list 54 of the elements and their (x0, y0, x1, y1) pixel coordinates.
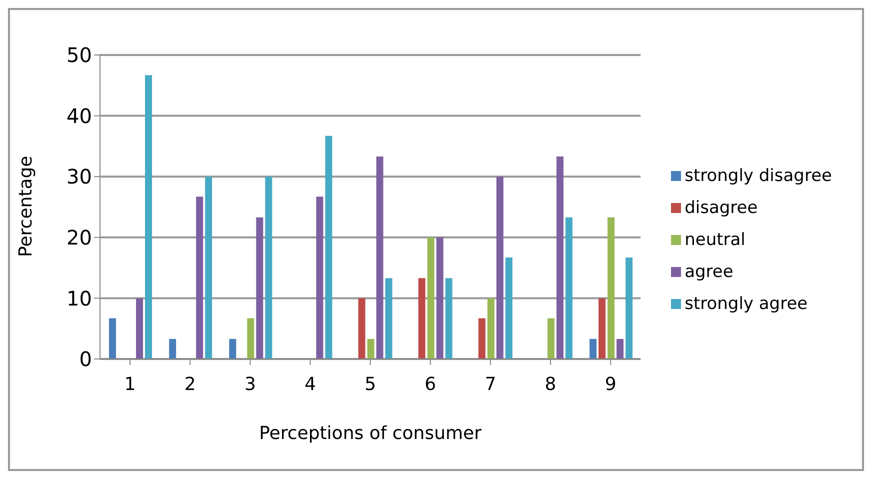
bar (436, 237, 444, 359)
x-tick-label: 7 (484, 374, 496, 395)
bar (547, 318, 554, 359)
legend-label: agree (684, 262, 734, 282)
bar (265, 176, 272, 359)
bar (445, 278, 452, 359)
y-tick-label: 50 (66, 43, 92, 68)
y-tick-label: 40 (66, 104, 92, 128)
y-tick-label: 10 (66, 286, 92, 310)
bar (136, 298, 144, 359)
bar (205, 176, 212, 359)
bar (196, 196, 204, 359)
bar (229, 338, 236, 359)
x-tick-label: 5 (364, 374, 376, 395)
bar (590, 338, 597, 359)
bar (626, 257, 633, 359)
bar (427, 237, 434, 359)
bar (376, 156, 384, 359)
bar (616, 338, 624, 359)
y-tick-label: 20 (66, 226, 92, 250)
bar (565, 217, 572, 359)
bar (608, 217, 615, 359)
x-tick-label: 1 (124, 374, 136, 395)
x-tick-label: 6 (424, 374, 436, 395)
bar (598, 298, 606, 359)
bar (109, 318, 116, 359)
y-tick-label: 0 (79, 347, 92, 372)
bar (145, 75, 152, 359)
bar (478, 318, 486, 359)
x-tick-label: 4 (304, 374, 316, 395)
bar (385, 278, 392, 359)
bar (505, 257, 512, 359)
bar (556, 156, 564, 359)
bar (247, 318, 254, 359)
bar (496, 176, 504, 359)
bar (325, 136, 332, 359)
x-tick-label: 8 (544, 374, 556, 395)
bar (169, 338, 176, 359)
bar (418, 278, 426, 359)
y-axis-title: Percentage (15, 156, 36, 257)
x-tick-label: 3 (244, 374, 256, 395)
legend-label: strongly agree (684, 294, 808, 314)
x-tick-label: 2 (184, 374, 196, 395)
legend-label: strongly disagree (684, 166, 832, 186)
x-axis-title: Perceptions of consumer (259, 423, 482, 444)
legend-label: neutral (684, 230, 746, 250)
y-tick-label: 30 (66, 164, 92, 189)
bar (256, 217, 264, 359)
bar (367, 338, 374, 359)
bar (358, 298, 366, 359)
x-tick-label: 9 (604, 374, 616, 395)
legend-label: disagree (684, 198, 758, 218)
bar (316, 196, 324, 359)
bar (487, 298, 494, 359)
